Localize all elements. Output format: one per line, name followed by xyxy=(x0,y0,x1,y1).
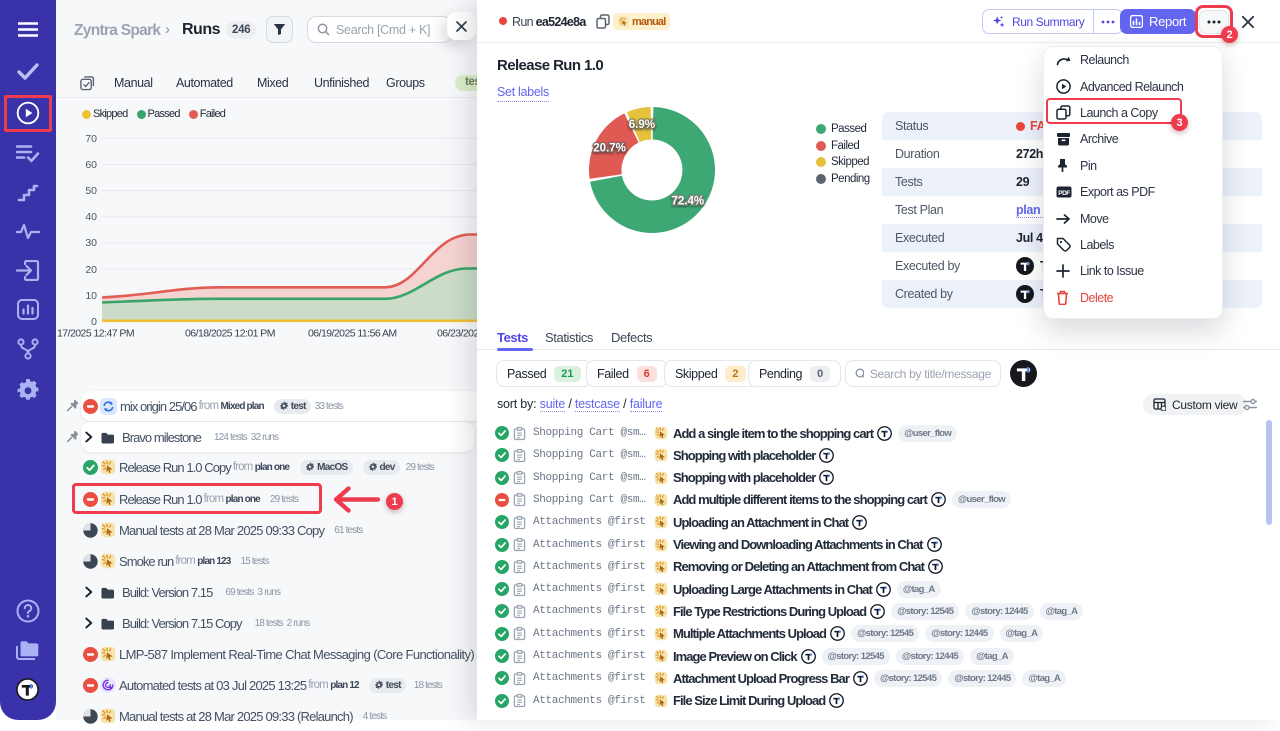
svg-text:6.9%: 6.9% xyxy=(629,119,655,131)
svg-text:50: 50 xyxy=(85,185,97,197)
svg-text:20.7%: 20.7% xyxy=(593,143,626,155)
svg-text:30: 30 xyxy=(85,237,97,249)
svg-text:PDF: PDF xyxy=(1058,190,1070,197)
svg-text:06/19/2025 11:56 AM: 06/19/2025 11:56 AM xyxy=(308,328,397,340)
svg-text:06/23/202: 06/23/202 xyxy=(437,328,479,340)
svg-text:40: 40 xyxy=(85,211,97,223)
svg-text:60: 60 xyxy=(85,159,97,171)
svg-text:10: 10 xyxy=(85,290,97,302)
svg-text:0: 0 xyxy=(91,316,97,328)
svg-text:06/18/2025 12:01 PM: 06/18/2025 12:01 PM xyxy=(185,328,275,340)
svg-text:72.4%: 72.4% xyxy=(671,195,704,207)
svg-text:17/2025 12:47 PM: 17/2025 12:47 PM xyxy=(57,328,134,340)
svg-text:70: 70 xyxy=(85,133,97,145)
svg-text:20: 20 xyxy=(85,264,97,276)
